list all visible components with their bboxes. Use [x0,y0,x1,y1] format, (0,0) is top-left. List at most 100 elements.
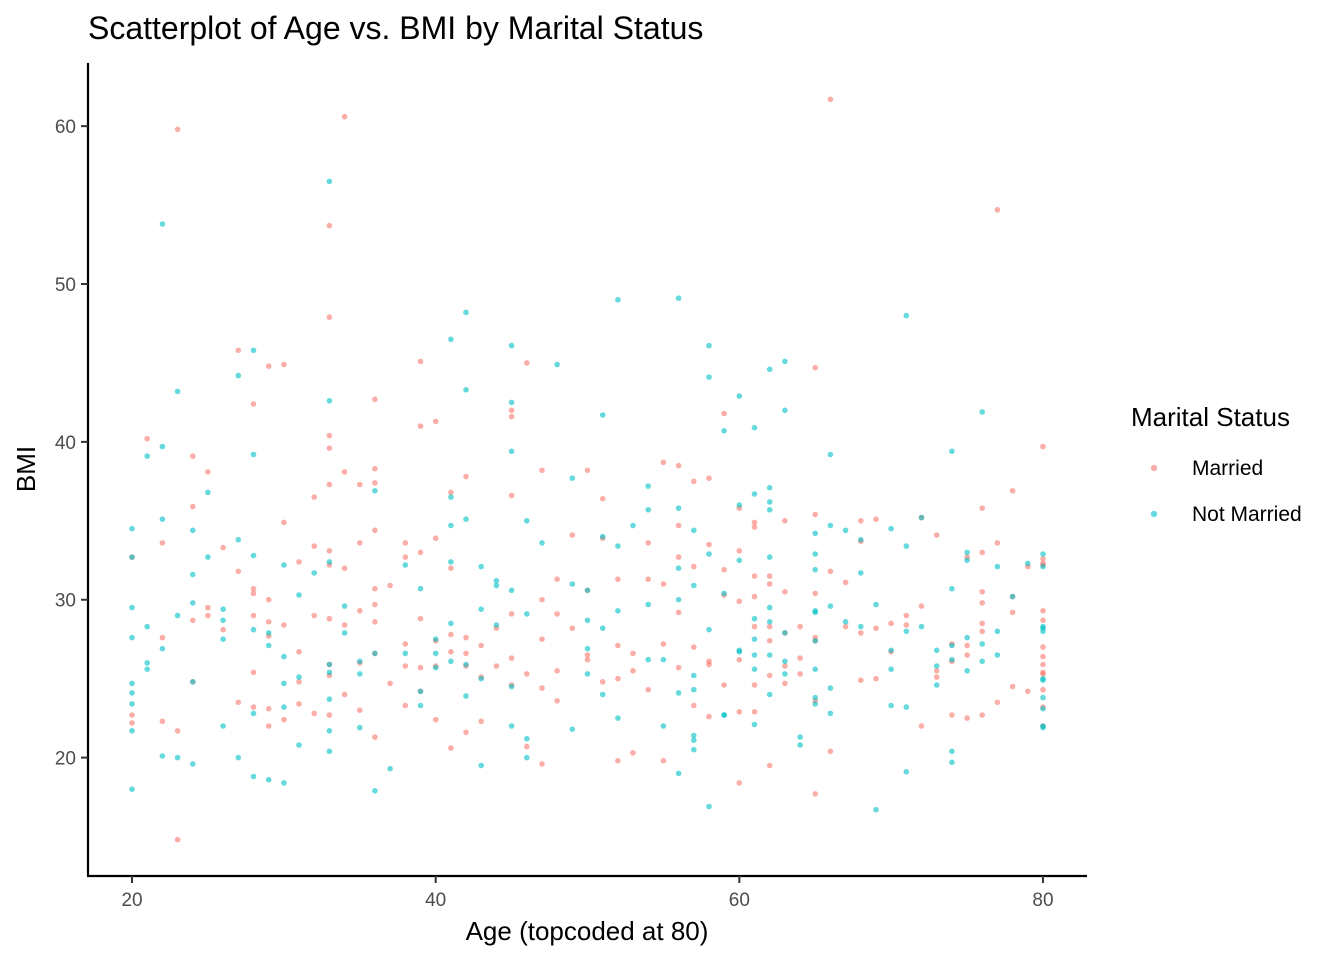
data-point [1040,686,1046,693]
data-point [311,612,318,619]
data-point [554,611,560,617]
data-point [842,527,849,534]
data-point [903,622,910,628]
data-point [235,568,242,575]
data-point [706,661,712,668]
data-point [174,754,181,761]
data-point [463,516,469,522]
data-point [979,505,985,512]
legend-items: Married Not Married [1150,457,1302,526]
data-point [205,469,211,475]
data-point [281,562,287,568]
data-point [508,342,515,349]
data-point [812,666,818,672]
y-tick-label: 30 [55,591,76,612]
legend-label: Married [1192,457,1263,480]
data-point [782,680,788,687]
data-point [599,412,606,418]
data-point [645,507,651,513]
data-point [432,650,439,657]
series-married [129,96,1046,843]
data-point [691,563,697,570]
data-point [524,518,530,524]
data-point [508,413,515,420]
data-point [706,374,712,380]
data-point [1040,724,1046,731]
data-point [766,604,773,611]
data-point [873,601,879,608]
data-point [417,585,424,592]
data-point [979,589,985,595]
data-point [584,617,591,624]
data-point [721,410,727,417]
data-point [858,677,864,683]
data-point [691,686,697,693]
data-point [782,518,788,524]
data-point [235,347,242,354]
data-point [858,623,864,630]
data-point [296,592,302,598]
data-point [979,549,985,556]
data-point [402,562,409,568]
data-point [372,601,378,608]
data-point [159,516,166,522]
data-point [463,634,469,641]
data-point [615,543,621,549]
data-point [630,750,636,756]
data-point [766,672,773,679]
data-point [265,596,272,603]
data-point [448,489,454,496]
data-point [858,536,864,543]
data-point [812,590,818,597]
data-point [675,609,682,616]
data-point [660,723,667,729]
data-point [949,748,955,755]
data-point [265,776,272,783]
data-point [751,593,758,600]
data-point [250,552,257,559]
data-point [812,694,818,701]
data-point [569,581,576,587]
data-point [174,612,181,619]
data-point [326,222,333,229]
data-point [903,628,910,635]
data-point [296,742,302,748]
data-point [630,650,636,657]
data-point [463,387,469,393]
data-point [812,791,818,797]
data-point [448,745,454,751]
data-point [675,554,682,560]
data-point [842,619,849,625]
data-point [751,623,758,630]
data-point [250,626,257,633]
data-point [341,113,348,120]
y-axis-title: BMI [11,446,41,492]
data-point [281,519,287,526]
data-point [933,532,940,538]
data-point [751,666,758,672]
data-point [675,565,682,571]
data-point [326,432,333,439]
data-point [721,682,727,688]
data-point [129,680,135,687]
data-point [250,401,257,407]
data-point [751,652,758,658]
data-point [736,709,743,715]
data-point [736,548,743,554]
data-point [508,399,515,406]
data-point [949,642,955,649]
data-point [691,644,697,650]
data-point [964,634,970,641]
data-point [979,600,985,606]
data-point [341,630,348,636]
data-point [691,478,697,485]
data-point [888,647,894,654]
data-point [812,364,818,371]
data-point [827,568,834,575]
data-point [539,596,545,603]
data-point [174,728,181,734]
data-point [949,448,955,455]
data-point [766,366,773,373]
data-point [205,554,211,560]
data-point [736,598,743,605]
